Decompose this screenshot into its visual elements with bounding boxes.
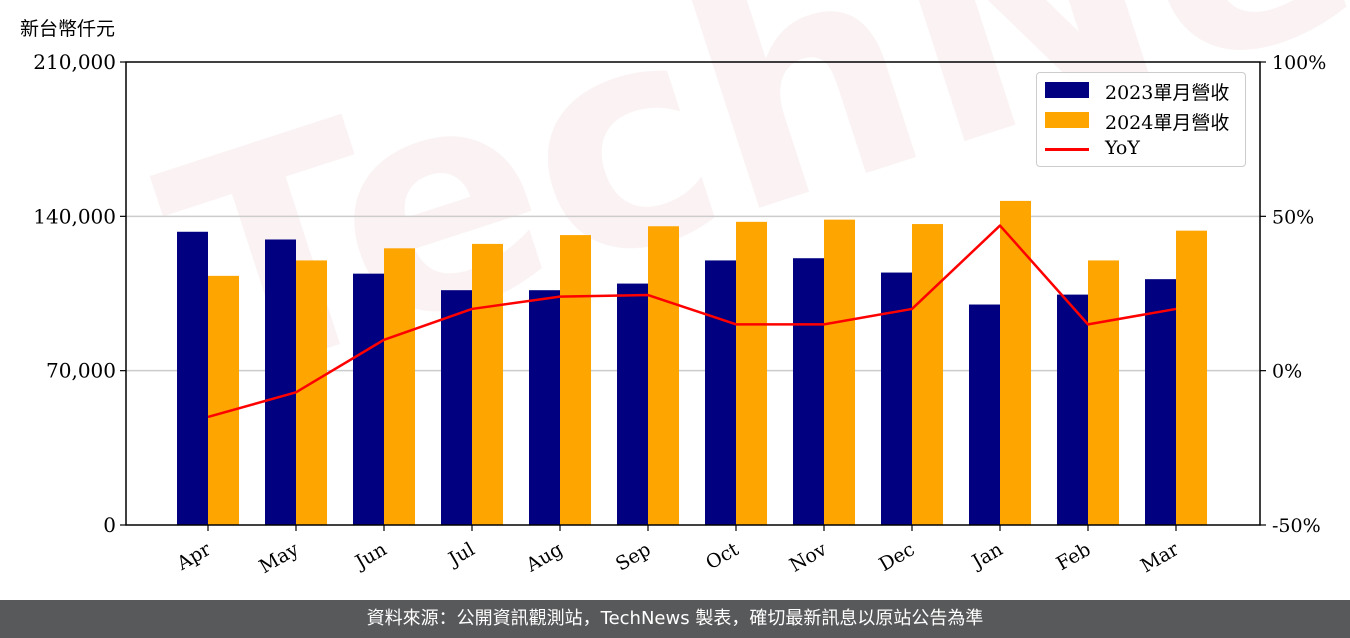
y-tick-label: 210,000 [33, 50, 116, 74]
bar-2023-feb [1057, 294, 1088, 525]
bar-2024-may [296, 260, 327, 525]
legend-swatch-2024 [1045, 112, 1089, 128]
y-axis-unit-label: 新台幣仟元 [20, 18, 116, 40]
bar-2023-sep [617, 283, 648, 525]
bar-2024-mar [1176, 230, 1207, 525]
legend-label-2023: 2023單月營收 [1105, 82, 1230, 104]
legend-line-yoy [1045, 148, 1089, 151]
y-tick-label: 0 [103, 513, 116, 537]
x-tick-label-mar: Mar [1137, 538, 1183, 577]
x-tick-label-nov: Nov [786, 538, 831, 577]
y2-tick-label: 100% [1272, 52, 1326, 74]
x-tick-label-sep: Sep [612, 538, 655, 575]
bar-2023-aug [529, 290, 560, 525]
legend-swatch-2023 [1045, 82, 1089, 98]
x-tick-label-dec: Dec [875, 538, 918, 576]
x-tick-label-aug: Aug [522, 538, 567, 577]
yoy-line [207, 224, 1177, 419]
x-tick-label-jun: Jun [350, 538, 391, 574]
x-tick-label-apr: Apr [172, 538, 215, 575]
legend-label-2024: 2024單月營收 [1105, 112, 1230, 134]
x-tick-label-may: May [256, 538, 303, 578]
x-tick-label-feb: Feb [1053, 538, 1095, 575]
bar-2024-nov [824, 219, 855, 525]
bar-2024-dec [912, 224, 943, 526]
source-footer: 資料來源：公開資訊觀測站，TechNews 製表，確切最新訊息以原站公告為準 [0, 600, 1350, 638]
plot-frame [125, 61, 1261, 526]
legend: 2023單月營收 2024單月營收 YoY [1036, 72, 1246, 167]
bar-2023-jan [969, 304, 1000, 525]
y2-tick-label: 0% [1272, 361, 1302, 383]
bar-2023-mar [1145, 279, 1176, 525]
bar-2024-jun [384, 248, 415, 526]
bar-2024-oct [736, 221, 767, 525]
y-tick-label: 70,000 [46, 359, 116, 383]
bar-2023-nov [793, 258, 824, 525]
bar-2023-may [265, 239, 296, 525]
legend-label-yoy: YoY [1105, 137, 1140, 159]
y-tick-label: 140,000 [33, 204, 116, 228]
bar-2023-apr [177, 231, 208, 525]
x-tick-label-jan: Jan [967, 538, 1007, 574]
bar-2024-jan [1000, 200, 1031, 525]
bar-2024-feb [1088, 260, 1119, 525]
bar-2024-sep [648, 226, 679, 525]
y2-tick-label: -50% [1272, 515, 1321, 537]
chart-area: 0 70,000 140,000 210,000 -50% 0% 50% 100% Apr May… [33, 50, 1326, 578]
x-tick-label-jul: Jul [443, 538, 478, 571]
x-tick-label-oct: Oct [702, 538, 743, 574]
bar-2024-aug [560, 235, 591, 526]
y2-tick-label: 50% [1272, 206, 1314, 228]
bar-2024-jul [472, 243, 503, 525]
bar-2023-oct [705, 260, 736, 525]
bar-2024-apr [208, 275, 239, 525]
bar-2023-jul [441, 290, 472, 525]
bar-2023-jun [353, 273, 384, 525]
